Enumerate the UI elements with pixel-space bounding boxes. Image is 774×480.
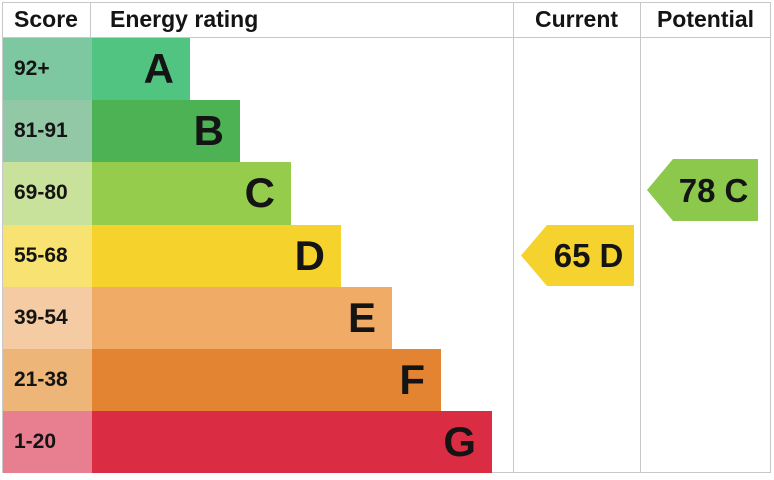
band-row-f: 21-38 F	[3, 348, 492, 412]
score-range-b: 81-91	[3, 100, 92, 163]
score-range-e: 39-54	[3, 286, 92, 349]
score-range-d: 55-68	[3, 224, 92, 287]
potential-rating-value: 78	[678, 171, 716, 209]
potential-rating-letter: C	[724, 171, 749, 209]
header-underline	[2, 37, 771, 38]
score-range-f: 21-38	[3, 348, 92, 412]
current-rating-letter: D	[599, 237, 624, 274]
band-row-a: 92+ A	[3, 38, 492, 101]
band-bar-e: E	[92, 286, 392, 349]
column-header-energy-rating: Energy rating	[110, 6, 259, 32]
band-bar-f: F	[92, 348, 441, 412]
current-rating-value: 65	[553, 237, 591, 274]
score-range-g: 1-20	[3, 411, 92, 474]
band-row-c: 69-80 C	[3, 162, 492, 225]
score-range-a: 92+	[3, 38, 92, 101]
column-header-current: Current	[534, 6, 619, 32]
band-row-e: 39-54 E	[3, 286, 492, 349]
divider-current-potential	[640, 2, 641, 473]
divider-score-rating	[90, 2, 91, 37]
band-bar-g: G	[92, 411, 492, 474]
band-bar-a: A	[92, 38, 190, 101]
score-range-c: 69-80	[3, 162, 92, 225]
band-row-b: 81-91 B	[3, 100, 492, 163]
column-header-potential: Potential	[656, 6, 755, 32]
potential-rating-arrow: 78 C	[647, 159, 758, 221]
current-rating-arrow: 65 D	[521, 225, 634, 286]
rating-bands: 92+ A 81-91 B 69-80 C 55-68 D 39-54 E 21…	[3, 38, 492, 474]
band-row-g: 1-20 G	[3, 411, 492, 474]
band-bar-b: B	[92, 100, 240, 163]
band-bar-d: D	[92, 224, 341, 287]
column-header-score: Score	[14, 6, 78, 32]
divider-rating-current	[513, 2, 514, 473]
band-row-d: 55-68 D	[3, 224, 492, 287]
band-bar-c: C	[92, 162, 291, 225]
